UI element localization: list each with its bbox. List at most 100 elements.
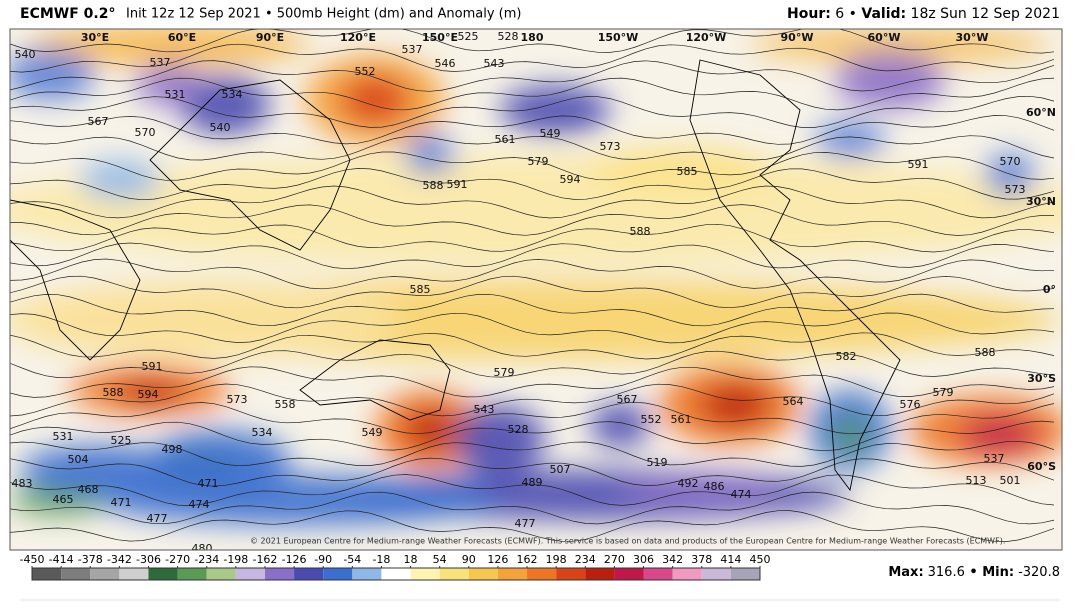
contour-label: 573	[227, 393, 248, 406]
min: -320.8	[1018, 565, 1060, 580]
contour-line	[10, 366, 1055, 398]
contour-label: 588	[630, 225, 651, 238]
colorbar-tick-label: -198	[223, 553, 248, 566]
colorbar-segment	[235, 568, 265, 580]
colorbar-tick-label: -270	[165, 553, 190, 566]
colorbar-tick-label: 126	[487, 553, 508, 566]
colorbar-tick-label: -414	[49, 553, 74, 566]
contour-label: 552	[355, 65, 376, 78]
contour-label: 534	[222, 88, 243, 101]
contour-line	[10, 151, 1055, 181]
colorbar-segment	[264, 568, 295, 580]
contour-label: 579	[528, 155, 549, 168]
anomaly-blob	[80, 160, 160, 200]
contour-label: 513	[966, 474, 987, 487]
colorbar-segment	[497, 568, 528, 580]
contour-label: 579	[494, 366, 515, 379]
contour-line	[10, 185, 1055, 219]
colorbar-segment	[672, 568, 702, 580]
colorbar-segment	[381, 568, 411, 580]
coastlines	[10, 59, 901, 492]
stats: Max: 316.6 • Min: -320.8	[888, 565, 1060, 580]
colorbar-tick-label: 54	[433, 553, 447, 566]
contour-label: 531	[165, 88, 186, 101]
contour-label: 498	[162, 443, 183, 456]
contour-label: 591	[142, 360, 163, 373]
colorbar-tick-label: -234	[194, 553, 219, 566]
anomaly-blob	[150, 430, 290, 490]
colorbar-tick-label: 450	[750, 553, 771, 566]
contour-label: 531	[53, 430, 74, 443]
contour-label: 477	[147, 512, 168, 525]
max-label: Max:	[888, 565, 923, 580]
contour-line	[10, 401, 1055, 435]
contour-label: 582	[836, 350, 857, 363]
colorbar-tick-label: -378	[78, 553, 103, 566]
anomaly-blob	[405, 410, 455, 450]
colorbar-tick-label: 234	[575, 553, 596, 566]
contour-line	[10, 29, 1055, 54]
colorbar-segment	[614, 568, 644, 580]
longitude-labels: 30°E 60°E 90°E 120°E 150°E 180 150°W 120°W 90°W 6…	[81, 31, 989, 44]
contour-label: 537	[402, 43, 423, 56]
colorbar-tick-label: -126	[282, 553, 307, 566]
max: 316.6	[928, 565, 965, 580]
contour-line	[10, 204, 1054, 236]
anomaly-field	[10, 29, 1062, 525]
colorbar-segment	[352, 568, 382, 580]
contour-label: 489	[522, 476, 543, 489]
contour-label: 585	[677, 165, 698, 178]
longitude-label: 60°W	[868, 31, 901, 44]
latitude-label: 30°N	[1026, 195, 1056, 208]
contour-label: 546	[435, 57, 456, 70]
contour-label: 579	[933, 386, 954, 399]
valid-time: Hour: 6 • Valid: 18z Sun 12 Sep 2021	[787, 6, 1060, 22]
anomaly-blob	[10, 280, 400, 360]
contour-label: 567	[617, 393, 638, 406]
colorbar-tick-label: -18	[372, 553, 390, 566]
colorbar: -450 -414 -378 -342 -306 -270 -234 -198 -162 -126…	[20, 553, 771, 581]
contour-line	[10, 420, 1055, 452]
contour-line	[10, 440, 1055, 467]
contour-label: 594	[138, 388, 159, 401]
description: Init 12z 12 Sep 2021 • 500mb Height (dm)…	[126, 7, 521, 22]
contour-line	[10, 168, 1055, 201]
contour-label: 501	[1000, 474, 1021, 487]
contour-label: 588	[423, 179, 444, 192]
colorbar-segment	[294, 568, 324, 580]
longitude-label: 90°E	[256, 31, 284, 44]
anomaly-blob	[20, 445, 180, 495]
colorbar-tick-label: 18	[404, 553, 418, 566]
contour-label: 585	[410, 283, 431, 296]
contour-line	[10, 383, 1055, 417]
colorbar-tick-label: 306	[633, 553, 654, 566]
longitude-label: 90°W	[781, 31, 814, 44]
longitude-label: 180	[521, 31, 544, 44]
contour-label: 591	[447, 178, 468, 191]
contour-label: 504	[68, 453, 89, 466]
anomaly-blob	[30, 29, 310, 65]
contour-label: 525	[458, 30, 479, 43]
contour-line	[10, 474, 1055, 506]
contour-label: 573	[600, 140, 621, 153]
colorbar-tick-label: -54	[343, 553, 361, 566]
map: 540 537 534 531 540 567 570 552 537 546 543 525 528 5…	[10, 29, 1062, 550]
anomaly-blob	[960, 417, 1040, 453]
longitude-label: 150°E	[422, 31, 458, 44]
latitude-label: 60°S	[1027, 460, 1056, 473]
longitude-label: 120°W	[686, 31, 727, 44]
colorbar-segment	[148, 568, 178, 580]
contour-label: 549	[540, 127, 561, 140]
contour-label: 561	[495, 133, 516, 146]
contour-line	[10, 135, 1055, 161]
contour-label: 588	[975, 346, 996, 359]
anomaly-blob	[405, 135, 455, 175]
anomaly-blob	[455, 405, 545, 475]
colorbar-segment	[119, 568, 149, 580]
colorbar-segment	[730, 568, 760, 580]
colorbar-tick-label: 198	[546, 553, 567, 566]
anomaly-blob	[750, 29, 1050, 63]
colorbar-tick-label: 90	[462, 553, 476, 566]
colorbar-tick-label: 270	[604, 553, 625, 566]
